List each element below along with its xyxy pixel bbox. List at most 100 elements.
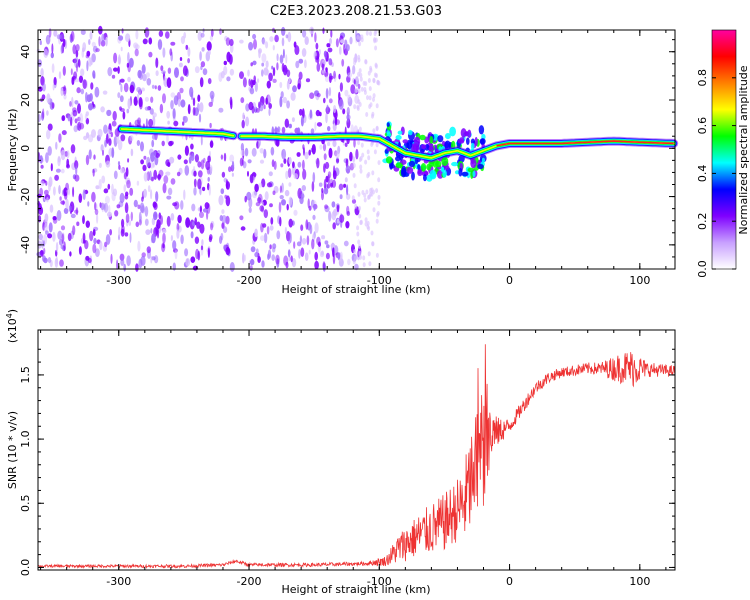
noise-blob: [305, 219, 309, 230]
noise-blob: [62, 65, 66, 76]
noise-blob: [288, 196, 293, 207]
noise-blob: [57, 230, 63, 240]
noise-blob: [335, 150, 340, 159]
noise-blob: [293, 241, 296, 249]
noise-blob: [281, 148, 287, 160]
noise-blob: [72, 186, 75, 198]
noise-blob: [124, 202, 129, 214]
snr-series-line: [37, 344, 676, 569]
noise-blob: [125, 177, 131, 185]
snr-panel: -300 -200 -100 0 100 0.0 0.5 1.0 1.5 Height of …: [5, 309, 676, 596]
noise-blob: [289, 232, 292, 244]
noise-blob: [173, 120, 179, 127]
noise-blob: [311, 238, 315, 250]
noise-blob: [342, 108, 346, 115]
noise-blob: [202, 208, 208, 213]
noise-blob: [52, 231, 56, 242]
noise-blob: [336, 204, 340, 213]
noise-blob: [248, 197, 253, 209]
ridge-blob: [420, 163, 427, 172]
noise-blob: [336, 218, 340, 224]
noise-blob: [126, 62, 130, 68]
noise-blob: [288, 239, 291, 245]
noise-blob: [250, 258, 255, 266]
noise-blob: [136, 119, 141, 125]
noise-blob: [286, 100, 290, 109]
noise-blob: [209, 140, 214, 148]
noise-blob: [325, 51, 329, 62]
noise-blob: [197, 170, 203, 178]
noise-blob: [82, 189, 86, 201]
noise-blob: [92, 168, 95, 177]
noise-blob: [356, 104, 360, 110]
noise-blob: [60, 149, 66, 161]
noise-blob: [219, 28, 222, 35]
noise-blob: [257, 256, 261, 263]
noise-blob: [48, 222, 53, 233]
noise-blob: [140, 159, 145, 165]
noise-blob: [272, 190, 276, 196]
noise-blob: [75, 207, 79, 216]
noise-blob: [150, 96, 154, 103]
noise-blob: [367, 70, 371, 76]
noise-blob: [220, 154, 224, 160]
noise-blob: [185, 258, 191, 267]
noise-blob: [118, 164, 121, 170]
noise-blob: [310, 128, 315, 135]
noise-blob: [349, 151, 353, 162]
noise-blob: [100, 106, 105, 113]
noise-blob: [85, 220, 91, 228]
noise-blob: [332, 247, 335, 258]
noise-blob: [149, 170, 152, 181]
noise-blob: [141, 64, 146, 74]
noise-blob: [309, 224, 313, 235]
noise-blob: [82, 79, 87, 90]
noise-blob: [111, 183, 114, 195]
noise-blob: [133, 199, 138, 208]
noise-blob: [290, 255, 293, 263]
noise-blob: [304, 59, 307, 69]
noise-blob: [119, 78, 125, 83]
noise-blob: [281, 62, 285, 73]
noise-blob: [161, 140, 165, 147]
noise-blob: [259, 205, 265, 212]
noise-blob: [365, 30, 369, 36]
noise-blob: [110, 253, 113, 264]
noise-blob: [371, 111, 375, 117]
noise-blob: [144, 218, 149, 226]
noise-blob: [283, 255, 289, 266]
noise-blob: [344, 142, 348, 147]
noise-blob: [75, 50, 79, 58]
noise-blob: [75, 165, 78, 176]
noise-blob: [179, 57, 183, 61]
noise-blob: [272, 78, 277, 83]
noise-blob: [293, 209, 298, 216]
noise-blob: [88, 103, 93, 111]
noise-blob: [194, 236, 200, 244]
noise-blob: [372, 78, 376, 84]
spectrogram-noise-layer: [36, 25, 381, 272]
ridge-blob: [467, 167, 475, 173]
noise-blob: [176, 223, 180, 232]
noise-blob: [95, 48, 100, 53]
colorbar-tick-label: 0.8: [696, 69, 709, 87]
noise-blob: [211, 94, 214, 104]
noise-blob: [54, 174, 59, 181]
noise-blob: [247, 159, 252, 164]
noise-blob: [223, 152, 227, 162]
noise-blob: [59, 196, 62, 201]
noise-blob: [170, 100, 174, 110]
noise-blob: [161, 242, 166, 253]
noise-blob: [163, 76, 167, 86]
noise-blob: [91, 191, 96, 203]
noise-blob: [89, 93, 93, 102]
noise-blob: [124, 232, 129, 237]
noise-blob: [322, 261, 326, 270]
noise-blob: [98, 36, 101, 47]
noise-blob: [79, 113, 84, 124]
noise-blob: [220, 232, 224, 241]
ridge-blob: [421, 170, 429, 177]
noise-blob: [135, 263, 139, 272]
noise-blob: [61, 115, 66, 122]
